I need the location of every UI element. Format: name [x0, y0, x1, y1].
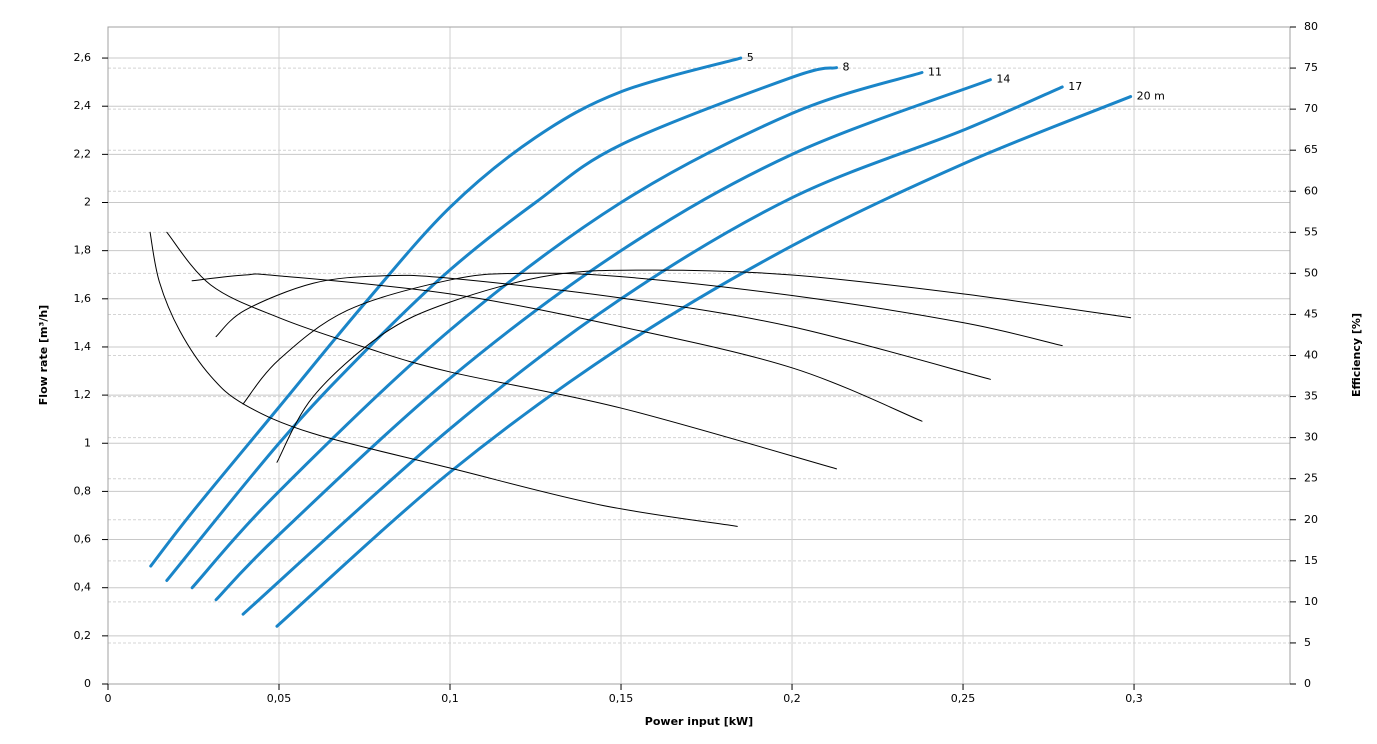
x-tick-label: 0: [105, 692, 112, 705]
y2-tick-label: 20: [1304, 513, 1318, 526]
x-tick-label: 0,15: [609, 692, 634, 705]
y-tick-label: 2,6: [74, 51, 92, 64]
y2-tick-label: 70: [1304, 102, 1318, 115]
y2-tick-label: 55: [1304, 225, 1318, 238]
y2-tick-label: 35: [1304, 390, 1318, 403]
x-tick-label: 0,2: [783, 692, 801, 705]
y2-tick-label: 5: [1304, 636, 1311, 649]
y2-tick-label: 60: [1304, 184, 1318, 197]
y-tick-label: 0,8: [74, 484, 92, 497]
y-tick-label: 1,6: [74, 292, 92, 305]
y2-axis-title: Efficiency [%]: [1350, 313, 1363, 397]
flow-curve: [241, 85, 1064, 616]
y2-tick-label: 25: [1304, 472, 1318, 485]
y-tick-label: 1: [84, 436, 91, 449]
y-tick-label: 2: [84, 196, 91, 209]
flow-curve: [275, 95, 1133, 628]
y2-tick-label: 15: [1304, 554, 1318, 567]
y-tick-label: 0,6: [74, 533, 92, 546]
y2-tick-label: 30: [1304, 431, 1318, 444]
series-label: 17: [1068, 80, 1082, 93]
series-label: 5: [747, 51, 754, 64]
y-tick-label: 1,2: [74, 388, 92, 401]
y-tick-label: 2,4: [74, 99, 92, 112]
y-tick-label: 1,8: [74, 244, 92, 257]
efficiency-curve: [276, 269, 1132, 463]
y2-tick-label: 45: [1304, 307, 1318, 320]
x-tick-label: 0,25: [951, 692, 976, 705]
x-tick-label: 0,05: [267, 692, 292, 705]
flow-curve: [165, 66, 838, 582]
series-label: 20 m: [1137, 90, 1165, 103]
x-axis-title: Power input [kW]: [645, 715, 753, 728]
y2-tick-label: 75: [1304, 61, 1318, 74]
efficiency-curve: [166, 231, 837, 470]
series-label: 8: [842, 61, 849, 74]
efficiency-curve: [215, 274, 991, 380]
y2-tick-label: 80: [1304, 20, 1318, 33]
y2-tick-label: 50: [1304, 266, 1318, 279]
y-axis-title: Flow rate [m³/h]: [37, 305, 50, 405]
y2-tick-label: 40: [1304, 349, 1318, 362]
y-tick-label: 1,4: [74, 340, 92, 353]
y-tick-label: 2,2: [74, 147, 92, 160]
x-tick-label: 0,1: [441, 692, 459, 705]
efficiency-curve: [242, 272, 1063, 405]
y-tick-label: 0,2: [74, 629, 92, 642]
y2-tick-label: 10: [1304, 595, 1318, 608]
efficiency-curve: [149, 231, 738, 527]
y2-tick-label: 65: [1304, 143, 1318, 156]
y-tick-label: 0,4: [74, 581, 92, 594]
y-tick-label: 0: [84, 677, 91, 690]
x-tick-label: 0,3: [1125, 692, 1143, 705]
series-label: 11: [928, 66, 942, 79]
y2-tick-label: 0: [1304, 677, 1311, 690]
efficiency-curve: [191, 273, 923, 422]
flow-curve: [149, 56, 743, 568]
flow-curve: [190, 71, 924, 590]
flow-curve: [214, 78, 992, 602]
series-label: 14: [996, 73, 1010, 86]
